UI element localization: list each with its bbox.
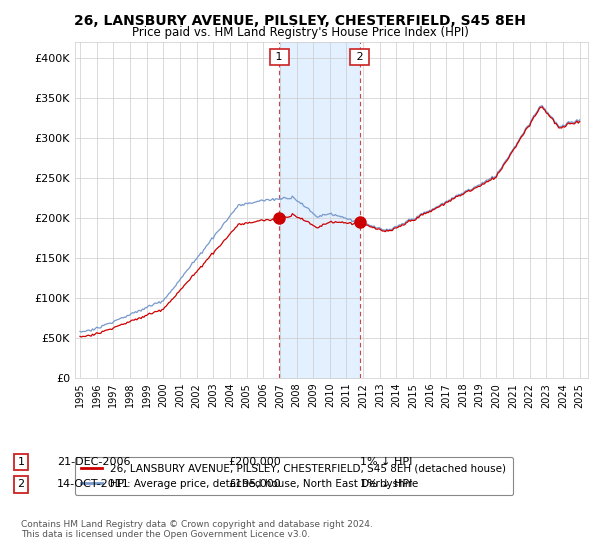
Legend: 26, LANSBURY AVENUE, PILSLEY, CHESTERFIELD, S45 8EH (detached house), HPI: Avera: 26, LANSBURY AVENUE, PILSLEY, CHESTERFIE…: [75, 457, 513, 495]
Text: 2: 2: [353, 52, 367, 62]
Text: 1: 1: [272, 52, 286, 62]
Text: 1% ↓ HPI: 1% ↓ HPI: [360, 457, 412, 467]
Text: 21-DEC-2006: 21-DEC-2006: [57, 457, 131, 467]
Text: Contains HM Land Registry data © Crown copyright and database right 2024.
This d: Contains HM Land Registry data © Crown c…: [21, 520, 373, 539]
Text: Price paid vs. HM Land Registry's House Price Index (HPI): Price paid vs. HM Land Registry's House …: [131, 26, 469, 39]
Text: 1% ↓ HPI: 1% ↓ HPI: [360, 479, 412, 489]
Text: 14-OCT-2011: 14-OCT-2011: [57, 479, 130, 489]
Text: 26, LANSBURY AVENUE, PILSLEY, CHESTERFIELD, S45 8EH: 26, LANSBURY AVENUE, PILSLEY, CHESTERFIE…: [74, 14, 526, 28]
Text: £195,000: £195,000: [228, 479, 281, 489]
Text: £200,000: £200,000: [228, 457, 281, 467]
Text: 1: 1: [17, 457, 25, 467]
Text: 2: 2: [17, 479, 25, 489]
